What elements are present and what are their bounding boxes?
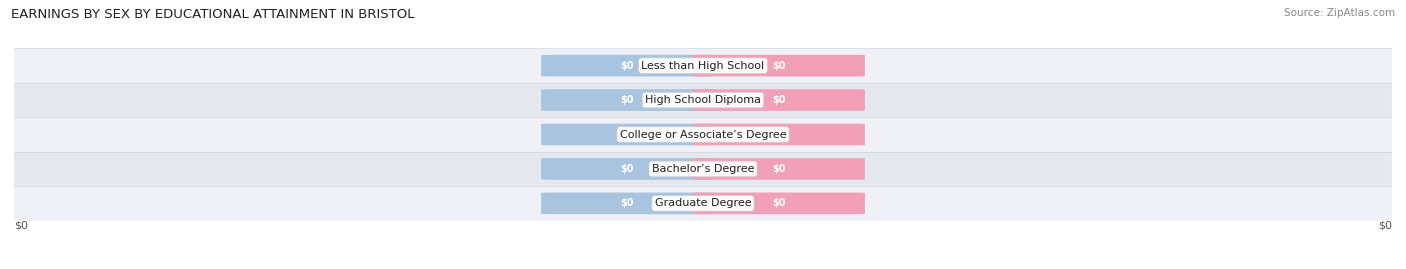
Text: EARNINGS BY SEX BY EDUCATIONAL ATTAINMENT IN BRISTOL: EARNINGS BY SEX BY EDUCATIONAL ATTAINMEN… bbox=[11, 8, 415, 21]
Text: $0: $0 bbox=[772, 164, 786, 174]
Text: $0: $0 bbox=[14, 221, 28, 231]
FancyBboxPatch shape bbox=[693, 158, 865, 180]
Text: $0: $0 bbox=[772, 129, 786, 140]
Text: $0: $0 bbox=[620, 95, 634, 105]
FancyBboxPatch shape bbox=[541, 193, 713, 214]
Text: Graduate Degree: Graduate Degree bbox=[655, 198, 751, 208]
Text: $0: $0 bbox=[772, 61, 786, 71]
FancyBboxPatch shape bbox=[693, 193, 865, 214]
FancyBboxPatch shape bbox=[14, 186, 1392, 221]
Text: $0: $0 bbox=[772, 198, 786, 208]
FancyBboxPatch shape bbox=[693, 124, 865, 145]
FancyBboxPatch shape bbox=[14, 83, 1392, 117]
Text: Bachelor’s Degree: Bachelor’s Degree bbox=[652, 164, 754, 174]
FancyBboxPatch shape bbox=[541, 124, 713, 145]
Text: $0: $0 bbox=[620, 129, 634, 140]
Text: Source: ZipAtlas.com: Source: ZipAtlas.com bbox=[1284, 8, 1395, 18]
FancyBboxPatch shape bbox=[693, 89, 865, 111]
FancyBboxPatch shape bbox=[541, 89, 713, 111]
FancyBboxPatch shape bbox=[541, 158, 713, 180]
Text: $0: $0 bbox=[620, 61, 634, 71]
Text: High School Diploma: High School Diploma bbox=[645, 95, 761, 105]
FancyBboxPatch shape bbox=[14, 117, 1392, 152]
Text: $0: $0 bbox=[772, 95, 786, 105]
Text: College or Associate’s Degree: College or Associate’s Degree bbox=[620, 129, 786, 140]
Text: $0: $0 bbox=[1378, 221, 1392, 231]
Text: $0: $0 bbox=[620, 198, 634, 208]
FancyBboxPatch shape bbox=[693, 55, 865, 76]
FancyBboxPatch shape bbox=[14, 48, 1392, 83]
FancyBboxPatch shape bbox=[14, 152, 1392, 186]
FancyBboxPatch shape bbox=[541, 55, 713, 76]
Text: $0: $0 bbox=[620, 164, 634, 174]
Text: Less than High School: Less than High School bbox=[641, 61, 765, 71]
